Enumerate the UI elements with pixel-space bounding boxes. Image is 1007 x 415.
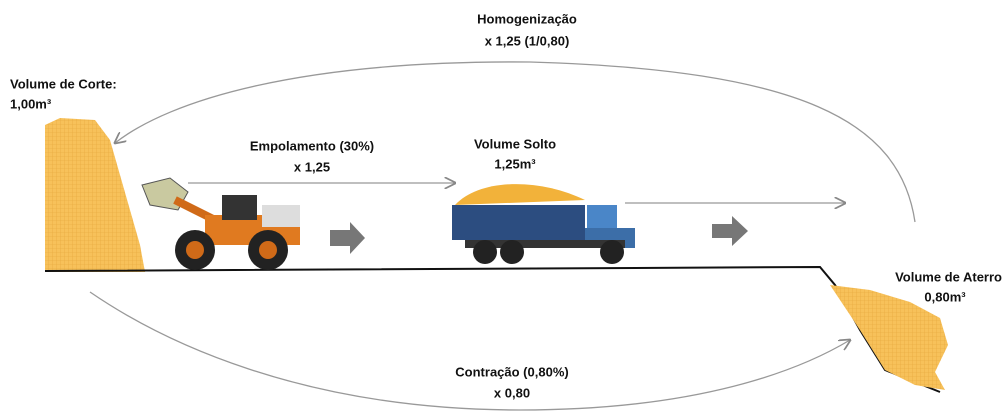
label: x 1,25 (1/0,80) [485, 33, 570, 48]
truck [452, 184, 635, 264]
label: x 1,25 [294, 159, 330, 174]
fill-soil [830, 285, 948, 390]
loader [141, 177, 300, 270]
label: Volume de Corte: [10, 76, 117, 91]
label: 1,00m³ [10, 96, 52, 111]
homogenization-arrow [115, 61, 916, 223]
label: Homogenização [477, 11, 577, 26]
label: Empolamento (30%) [250, 138, 374, 153]
label: 0,80m³ [924, 289, 966, 304]
flow-arrow [712, 216, 748, 246]
label: x 0,80 [494, 385, 530, 400]
cut-soil [45, 118, 145, 272]
label: Volume Solto [474, 136, 556, 151]
label: Volume de Aterro [895, 269, 1002, 284]
flow-arrow [330, 222, 365, 254]
shrinkage-arrow [89, 291, 850, 411]
label: 1,25m³ [494, 156, 536, 171]
label: Contração (0,80%) [455, 364, 568, 379]
